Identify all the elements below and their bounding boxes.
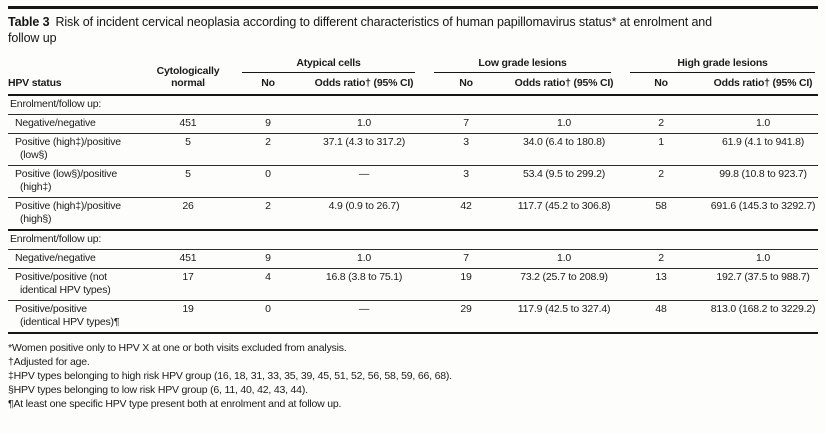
odds-ratio-cell: 192.7 (37.5 to 988.7) <box>708 268 819 301</box>
count-cell: 4 <box>226 268 310 301</box>
col-group-low-grade-lesions-label: Low grade lesions <box>434 57 612 73</box>
hpv-status-cell: Positive (low§)/positive (high‡) <box>8 165 150 198</box>
count-cell: 13 <box>614 268 709 301</box>
table-top-rule <box>8 6 818 9</box>
count-cell: 48 <box>614 300 709 334</box>
odds-ratio-cell: 1.0 <box>708 249 819 269</box>
col-subheader-odds-ratio-high-grade: Odds ratio† (95% CI) <box>708 73 819 96</box>
table-header: HPV status Cytologically normal Atypical… <box>8 57 819 96</box>
col-header-hpv-status: HPV status <box>8 57 150 96</box>
hpv-status-cell: Negative/negative <box>8 114 150 134</box>
odds-ratio-cell: 117.7 (45.2 to 306.8) <box>514 197 615 231</box>
odds-ratio-cell: — <box>310 300 419 334</box>
count-cell: 9 <box>226 114 310 134</box>
count-cell: 9 <box>226 249 310 269</box>
count-cell: 1 <box>614 133 709 166</box>
table-number: Table 3 <box>8 15 50 29</box>
count-cell: 3 <box>418 133 515 166</box>
section-header-row: Enrolment/follow up: <box>8 229 819 250</box>
hpv-status-cell: Positive/positive (not identical HPV typ… <box>8 268 150 301</box>
risk-table: HPV status Cytologically normal Atypical… <box>8 57 819 334</box>
count-cell: 29 <box>418 300 515 334</box>
odds-ratio-cell: 1.0 <box>310 114 419 134</box>
table-row: Positive/positive (identical HPV types)¶… <box>8 300 819 334</box>
odds-ratio-cell: 53.4 (9.5 to 299.2) <box>514 165 615 198</box>
odds-ratio-cell: 4.9 (0.9 to 26.7) <box>310 197 419 231</box>
header-row-subcolumns: No Odds ratio† (95% CI) No Odds ratio† (… <box>8 73 819 96</box>
odds-ratio-cell: 16.8 (3.8 to 75.1) <box>310 268 419 301</box>
count-cell: 0 <box>226 300 310 334</box>
count-cell: 3 <box>418 165 515 198</box>
odds-ratio-cell: 61.9 (4.1 to 941.8) <box>708 133 819 166</box>
odds-ratio-cell: 37.1 (4.3 to 317.2) <box>310 133 419 166</box>
hpv-status-cell: Positive (high‡)/positive (high§) <box>8 197 150 231</box>
section-header-label: Enrolment/follow up: <box>8 229 819 250</box>
odds-ratio-cell: 1.0 <box>514 114 615 134</box>
table-row: Negative/negative 451 9 1.0 7 1.0 2 1.0 <box>8 114 819 134</box>
cytologically-normal-cell: 19 <box>150 300 226 334</box>
col-subheader-no-atypical: No <box>226 73 310 96</box>
count-cell: 7 <box>418 114 515 134</box>
section-header-row: Enrolment/follow up: <box>8 94 819 115</box>
cytologically-normal-cell: 5 <box>150 133 226 166</box>
cytologically-normal-cell: 26 <box>150 197 226 231</box>
count-cell: 0 <box>226 165 310 198</box>
section-header-label: Enrolment/follow up: <box>8 94 819 115</box>
hpv-status-cell: Positive (high‡)/positive (low§) <box>8 133 150 166</box>
hpv-status-cell: Positive/positive (identical HPV types)¶ <box>8 300 150 334</box>
col-group-atypical-cells: Atypical cells <box>226 57 418 73</box>
odds-ratio-cell: 691.6 (145.3 to 3292.7) <box>708 197 819 231</box>
col-header-cytologically-normal: Cytologically normal <box>150 57 226 96</box>
count-cell: 2 <box>614 114 709 134</box>
table-caption: Table 3 Risk of incident cervical neoplas… <box>8 14 818 46</box>
table-row: Positive (high‡)/positive (low§) 5 2 37.1 (… <box>8 133 819 166</box>
footnote-line: *Women positive only to HPV X at one or … <box>8 342 347 354</box>
count-cell: 42 <box>418 197 515 231</box>
odds-ratio-cell: 34.0 (6.4 to 180.8) <box>514 133 615 166</box>
table-body: Enrolment/follow up: Negative/negative 451… <box>8 94 819 334</box>
odds-ratio-cell: 99.8 (10.8 to 923.7) <box>708 165 819 198</box>
footnote-line: ¶At least one specific HPV type present … <box>8 398 342 410</box>
col-subheader-odds-ratio-low-grade: Odds ratio† (95% CI) <box>514 73 615 96</box>
col-group-atypical-cells-label: Atypical cells <box>242 57 416 73</box>
col-group-low-grade-lesions: Low grade lesions <box>418 57 614 73</box>
cytologically-normal-cell: 17 <box>150 268 226 301</box>
count-cell: 7 <box>418 249 515 269</box>
table-row: Positive (high‡)/positive (high§) 26 2 4.9 … <box>8 197 819 231</box>
count-cell: 2 <box>226 197 310 231</box>
table-row: Positive/positive (not identical HPV typ… <box>8 268 819 301</box>
col-group-high-grade-lesions-label: High grade lesions <box>630 57 816 73</box>
count-cell: 2 <box>614 165 709 198</box>
count-cell: 2 <box>226 133 310 166</box>
col-subheader-no-low-grade: No <box>418 73 515 96</box>
footnote-line: †Adjusted for age. <box>8 356 90 368</box>
footnote-line: ‡HPV types belonging to high risk HPV gr… <box>8 370 452 382</box>
footnotes: *Women positive only to HPV X at one or … <box>8 341 818 411</box>
count-cell: 2 <box>614 249 709 269</box>
odds-ratio-cell: 117.9 (42.5 to 327.4) <box>514 300 615 334</box>
count-cell: 58 <box>614 197 709 231</box>
col-subheader-no-high-grade: No <box>614 73 709 96</box>
odds-ratio-cell: 1.0 <box>310 249 419 269</box>
cytologically-normal-cell: 451 <box>150 249 226 269</box>
col-group-high-grade-lesions: High grade lesions <box>614 57 818 73</box>
cytologically-normal-cell: 5 <box>150 165 226 198</box>
header-row-groups: HPV status Cytologically normal Atypical… <box>8 57 818 96</box>
col-subheader-odds-ratio-atypical: Odds ratio† (95% CI) <box>310 73 419 96</box>
cytologically-normal-cell: 451 <box>150 114 226 134</box>
odds-ratio-cell: 1.0 <box>708 114 819 134</box>
caption-text: Risk of incident cervical neoplasia acco… <box>8 15 713 45</box>
table-row: Negative/negative 451 9 1.0 7 1.0 2 1.0 <box>8 249 819 269</box>
footnote-line: §HPV types belonging to low risk HPV gro… <box>8 384 308 396</box>
odds-ratio-cell: 1.0 <box>514 249 615 269</box>
odds-ratio-cell: 813.0 (168.2 to 3229.2) <box>708 300 819 334</box>
table-row: Positive (low§)/positive (high‡) 5 0—3 53.4… <box>8 165 819 198</box>
odds-ratio-cell: 73.2 (25.7 to 208.9) <box>514 268 615 301</box>
odds-ratio-cell: — <box>310 165 419 198</box>
count-cell: 19 <box>418 268 515 301</box>
hpv-status-cell: Negative/negative <box>8 249 150 269</box>
